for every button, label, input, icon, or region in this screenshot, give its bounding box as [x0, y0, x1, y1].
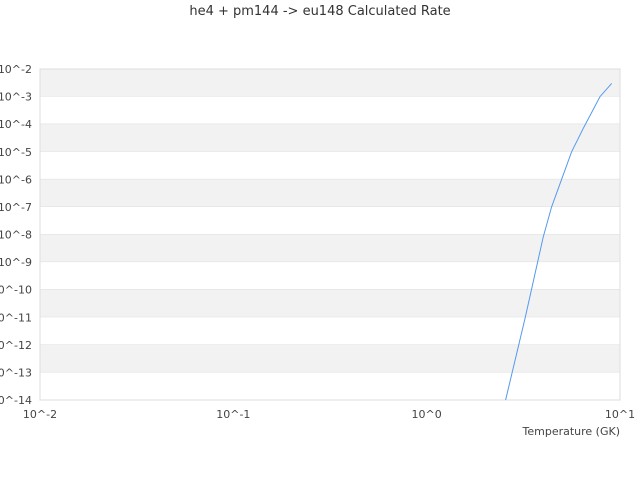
- y-tick-label: 10^-7: [0, 201, 32, 214]
- x-axis-label: Temperature (GK): [522, 425, 621, 438]
- grid-band: [40, 372, 620, 400]
- x-tick-label: 10^-1: [216, 408, 250, 421]
- chart-title: he4 + pm144 -> eu148 Calculated Rate: [189, 4, 451, 19]
- y-tick-label: 10^-8: [0, 229, 32, 242]
- y-tick-label: 10^-3: [0, 91, 32, 104]
- y-tick-label: 10^-4: [0, 118, 32, 131]
- grid-band: [40, 344, 620, 373]
- y-tick-label: 10^-13: [0, 366, 32, 379]
- x-tick-label: 10^0: [412, 408, 442, 421]
- grid-band: [40, 289, 620, 318]
- grid-band: [40, 234, 620, 263]
- y-tick-label: 10^-14: [0, 394, 32, 407]
- grid-band: [40, 96, 620, 125]
- y-tick-label: 10^-6: [0, 173, 32, 186]
- y-tick-label: 10^-10: [0, 284, 32, 297]
- x-tick-label: 10^-2: [23, 408, 57, 421]
- grid-band: [40, 317, 620, 345]
- grid-band: [40, 262, 620, 290]
- grid-band: [40, 206, 620, 235]
- y-tick-label: 10^-2: [0, 63, 32, 76]
- grid-band: [40, 151, 620, 180]
- plot-border: [39, 68, 621, 401]
- x-tick-label: 10^1: [605, 408, 635, 421]
- grid-band: [40, 124, 620, 152]
- y-tick-label: 10^-5: [0, 146, 32, 159]
- y-tick-label: 10^-12: [0, 339, 32, 352]
- y-tick-label: 10^-9: [0, 256, 32, 269]
- grid-band: [40, 69, 620, 97]
- series-line: [505, 83, 613, 401]
- y-tick-label: 10^-11: [0, 311, 32, 324]
- grid-band: [40, 179, 620, 207]
